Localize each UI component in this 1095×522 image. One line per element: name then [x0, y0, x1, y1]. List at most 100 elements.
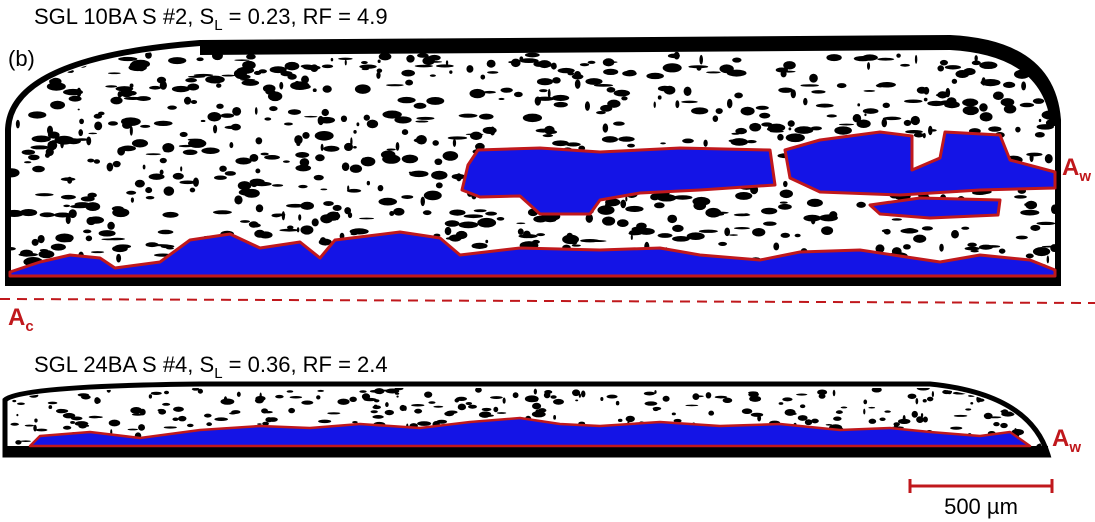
pore — [28, 111, 46, 118]
pore — [261, 408, 268, 413]
pore — [24, 161, 31, 163]
pore — [768, 124, 785, 132]
pore — [397, 97, 415, 103]
pore — [401, 195, 413, 199]
pore — [79, 119, 84, 125]
pore — [213, 125, 217, 134]
pore — [456, 397, 467, 401]
pore — [985, 67, 996, 69]
pore — [130, 407, 142, 414]
pore — [553, 399, 564, 405]
pore — [999, 248, 1006, 253]
pore — [49, 405, 53, 409]
pore — [809, 74, 818, 83]
pore — [242, 61, 256, 70]
pore — [826, 424, 833, 426]
pore — [78, 109, 80, 111]
pore — [993, 422, 999, 426]
pore — [132, 139, 148, 147]
pore — [173, 173, 184, 180]
pore — [146, 242, 159, 247]
pore — [915, 55, 917, 64]
pore — [523, 114, 542, 122]
pore — [184, 97, 191, 105]
pore — [458, 222, 478, 229]
pore — [314, 175, 324, 181]
pore — [567, 72, 574, 76]
pore — [287, 74, 296, 80]
pore — [470, 132, 482, 140]
pore — [99, 230, 116, 236]
pore — [477, 218, 496, 228]
pore — [395, 392, 399, 394]
pore — [78, 129, 83, 136]
pore — [989, 416, 1002, 418]
pore — [839, 124, 854, 126]
pore — [96, 398, 101, 403]
pore — [817, 390, 827, 395]
pore — [145, 187, 152, 193]
pore — [274, 214, 286, 217]
pore — [791, 89, 796, 98]
pore — [172, 417, 178, 421]
pore — [69, 209, 77, 218]
pore — [1037, 124, 1054, 130]
pore — [126, 447, 130, 452]
pore — [827, 114, 837, 117]
pore — [729, 139, 741, 142]
pore — [898, 419, 910, 424]
pore — [836, 410, 843, 414]
pore — [118, 91, 123, 98]
pore — [318, 116, 324, 125]
pore — [117, 147, 125, 156]
pore — [575, 400, 578, 402]
pore — [254, 71, 261, 75]
pore — [331, 58, 334, 62]
pore — [143, 165, 146, 170]
pore — [778, 204, 792, 210]
pore — [456, 173, 462, 181]
pore — [350, 165, 362, 173]
pore — [40, 249, 48, 252]
pore — [684, 87, 692, 96]
pore — [658, 95, 662, 99]
pore — [967, 243, 977, 247]
pore — [585, 78, 602, 85]
pore — [501, 88, 513, 93]
pore — [572, 389, 580, 396]
pore — [87, 159, 94, 163]
pore — [34, 419, 37, 423]
pore — [516, 222, 525, 224]
pore — [126, 191, 136, 195]
pore — [255, 107, 258, 115]
pore — [946, 88, 951, 97]
pore — [780, 201, 788, 203]
pore — [51, 244, 66, 251]
pore — [719, 64, 733, 73]
pore — [1014, 195, 1027, 198]
pore — [71, 416, 83, 420]
pore — [607, 100, 620, 108]
pore — [432, 140, 439, 146]
pore — [316, 395, 320, 399]
pore — [322, 85, 331, 92]
pore — [146, 196, 155, 199]
pore — [359, 65, 376, 69]
pore — [654, 202, 665, 208]
pore — [70, 205, 89, 209]
pore — [833, 416, 841, 420]
pore — [706, 71, 721, 73]
pore — [468, 405, 477, 409]
pore — [113, 161, 121, 167]
pore — [295, 165, 311, 172]
pore — [600, 397, 603, 401]
pore — [654, 390, 656, 394]
pore — [160, 158, 167, 163]
pore — [359, 218, 374, 220]
pore — [625, 196, 627, 201]
pore — [786, 133, 805, 142]
pore — [30, 145, 49, 149]
pore — [118, 57, 137, 61]
pore — [47, 126, 53, 135]
pore — [965, 408, 971, 410]
